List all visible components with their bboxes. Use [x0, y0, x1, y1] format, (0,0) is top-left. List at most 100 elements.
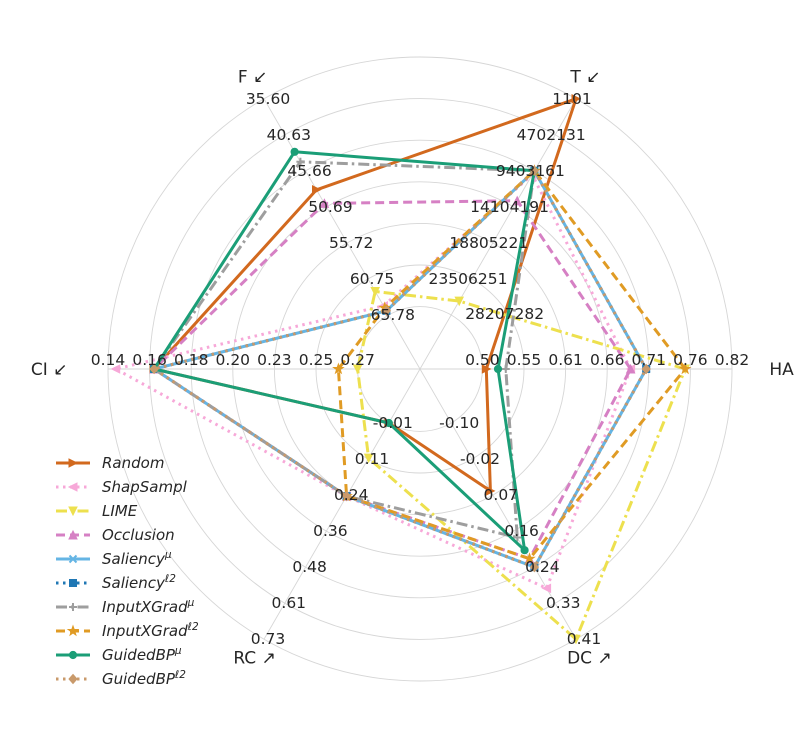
legend-label: Occlusion: [102, 526, 175, 544]
legend-item: InputXGradℓ2: [56, 621, 199, 640]
tick-label: 9403161: [496, 162, 565, 180]
data-point: [529, 561, 540, 573]
legend-label: LIME: [102, 502, 138, 520]
data-point: [68, 458, 79, 468]
data-point: [513, 533, 522, 542]
data-point: [512, 195, 523, 206]
tick-label: 0.48: [292, 558, 327, 576]
legend-label: Saliencyℓ2: [102, 573, 176, 592]
tick-label: 0.55: [507, 351, 542, 369]
axis-title-f: F ↙: [238, 68, 267, 88]
tick-label: 0.18: [174, 351, 209, 369]
tick-label: 55.72: [329, 234, 373, 252]
tick-label: -0.10: [439, 414, 479, 432]
series-line: [152, 199, 633, 561]
data-point: [523, 552, 536, 564]
legend: Random ShapSampl LIME Occlusion Saliencyμ Sal…: [56, 454, 199, 688]
tick-label: 0.24: [334, 486, 369, 504]
data-point: [541, 583, 552, 594]
data-point: [68, 554, 78, 564]
tick-label: 0.73: [251, 630, 286, 648]
data-point: [641, 363, 651, 375]
tick-label: 0.27: [340, 351, 375, 369]
data-point: [625, 363, 636, 374]
legend-label: InputXGradμ: [102, 597, 195, 616]
tick-label: -0.01: [373, 414, 413, 432]
tick-label-center: 28207282: [465, 305, 544, 323]
tick-label: 60.75: [350, 270, 394, 288]
data-point: [571, 93, 582, 104]
axis-spoke: [419, 98, 577, 370]
legend-label: Random: [102, 454, 164, 472]
legend-item: Random: [56, 454, 164, 472]
data-point: [68, 506, 78, 517]
tick-label: 14104191: [470, 198, 549, 216]
tick-label: 50.69: [308, 198, 352, 216]
tick-label: 45.66: [287, 162, 331, 180]
tick-label: 4702131: [517, 126, 586, 144]
legend-label: GuidedBPℓ2: [102, 669, 186, 688]
data-point: [529, 165, 540, 177]
axis-spoke: [263, 368, 421, 640]
tick-label: 40.63: [267, 126, 311, 144]
axis-spoke: [419, 368, 577, 640]
data-point: [149, 363, 159, 375]
axis-title-dc: DC ↗: [567, 648, 612, 668]
tick-label: -0.02: [460, 450, 500, 468]
data-point: [68, 529, 78, 540]
data-point: [454, 296, 465, 307]
legend-item: GuidedBPμ: [56, 645, 182, 664]
tick-label: 0.50: [465, 351, 500, 369]
series-guidedbp-l2: [149, 165, 651, 573]
legend-item: Occlusion: [56, 526, 175, 544]
series-line: [356, 290, 687, 641]
data-point: [319, 198, 330, 208]
data-point: [296, 157, 305, 166]
data-point: [69, 579, 77, 587]
legend-item: GuidedBPℓ2: [56, 669, 186, 688]
data-point: [66, 624, 80, 637]
data-point: [68, 673, 78, 685]
data-point: [370, 287, 381, 297]
tick-label: 0.33: [546, 594, 581, 612]
tick-label: 0.82: [715, 351, 750, 369]
tick-label: 0.25: [299, 351, 334, 369]
legend-label: InputXGradℓ2: [102, 621, 199, 640]
legend-item: Saliencyμ: [56, 549, 172, 568]
tick-label: 0.07: [484, 486, 519, 504]
axis-title-ci: CI ↙: [31, 360, 68, 380]
legend-item: ShapSampl: [56, 478, 188, 496]
data-point: [678, 362, 692, 375]
radar-axis-titles: HA ↗ T ↙ F ↙ CI ↙ RC ↗ DC ↗: [31, 68, 799, 669]
data-point: [501, 365, 510, 373]
data-point: [520, 546, 529, 555]
data-point: [352, 364, 363, 375]
data-point: [341, 490, 352, 502]
data-point: [571, 634, 581, 645]
tick-label: 0.16: [132, 351, 167, 369]
tick-label: 0.20: [216, 351, 251, 369]
legend-item: InputXGradμ: [56, 597, 195, 616]
tick-label: 0.66: [590, 351, 625, 369]
tick-label: 23506251: [429, 270, 508, 288]
tick-label: 0.24: [525, 558, 560, 576]
radar-series: [110, 93, 692, 645]
tick-label: 0.71: [632, 351, 667, 369]
legend-item: LIME: [56, 502, 138, 520]
axis-title-rc: RC ↗: [233, 648, 275, 668]
axis-spoke: [263, 98, 421, 370]
tick-label: 1101: [552, 90, 591, 108]
data-point: [384, 418, 393, 428]
tick-label: 35.60: [246, 90, 290, 108]
radar-grid: [107, 56, 733, 682]
data-point: [493, 364, 503, 374]
tick-label: 0.16: [504, 522, 539, 540]
tick-label: 0.36: [313, 522, 348, 540]
tick-label: 0.61: [272, 594, 307, 612]
tick-label: 0.61: [548, 351, 583, 369]
radar-tick-labels: 0.50 0.55 0.61 0.66 0.71 0.76 0.82 23506251 1880…: [91, 90, 750, 648]
tick-label: 18805221: [449, 234, 528, 252]
legend-item: Saliencyℓ2: [56, 573, 176, 592]
data-point: [481, 364, 492, 374]
